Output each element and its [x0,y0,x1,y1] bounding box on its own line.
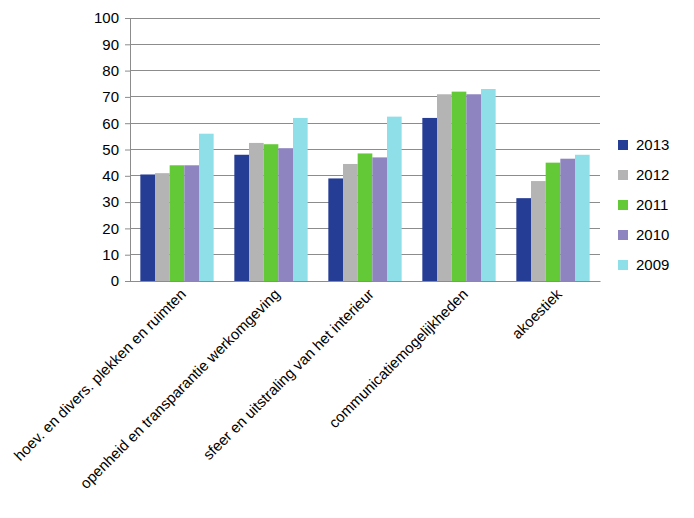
bar [170,165,185,281]
legend-swatch [618,230,628,240]
grid-line [130,96,600,97]
legend-item: 2012 [618,166,669,183]
y-tick-label: 0 [111,272,119,289]
bar [575,155,590,281]
x-tick: sfeer en uitstraling van het interieur [199,285,377,463]
legend: 2013 2012 2011 2010 2009 [618,136,669,273]
legend-item: 2011 [618,196,668,213]
bar [293,118,308,281]
bar [387,117,402,281]
y-tick-mark [125,228,130,229]
y-tick: 90 [102,36,130,53]
x-tick-label: hoev. en divers. plekken en ruimten [10,285,189,464]
y-tick-label: 70 [102,88,119,105]
x-tick: communicatiemogelijkheden [325,285,471,431]
x-tick: openheid en transparantie werkomgeving [76,285,283,492]
legend-swatch [618,140,628,150]
y-tick-label: 50 [102,141,119,158]
y-tick-label: 30 [102,193,119,210]
y-tick-mark [125,18,130,19]
y-tick: 70 [102,88,130,105]
bar [437,94,452,281]
y-tick-label: 100 [94,9,119,26]
x-tick-label: sfeer en uitstraling van het interieur [199,285,377,463]
y-tick: 100 [94,9,130,26]
bar [328,178,343,281]
bar [546,163,561,281]
y-tick-label: 20 [102,220,119,237]
y-tick-label: 40 [102,167,119,184]
bar [481,89,496,281]
bar [199,134,214,281]
y-tick: 30 [102,193,130,210]
legend-label: 2013 [636,136,669,153]
y-tick-label: 60 [102,115,119,132]
bar [343,164,358,281]
plot: 0 10 20 30 40 50 60 70 80 90 100 hoev. en divers. p… [10,9,600,492]
bar [234,155,249,281]
chart: 0 10 20 30 40 50 60 70 80 90 100 hoev. en divers. p… [0,0,694,518]
bar [466,94,481,281]
x-tick-label: openheid en transparantie werkomgeving [76,285,283,492]
bar [184,165,199,281]
y-tick: 50 [102,141,130,158]
y-tick-mark [125,176,130,177]
y-tick: 10 [102,246,130,263]
legend-label: 2012 [636,166,669,183]
bars [140,89,589,281]
legend-swatch [618,170,628,180]
y-tick-mark [125,202,130,203]
x-axis: hoev. en divers. plekken en ruimtenopenh… [10,282,600,492]
y-tick-mark [125,255,130,256]
grid-line [130,44,600,45]
bar [249,143,264,281]
bar [155,173,170,281]
bar [531,181,546,281]
y-tick: 60 [102,115,130,132]
y-axis-line [125,19,131,282]
x-tick: hoev. en divers. plekken en ruimten [10,285,189,464]
x-tick-label: akoestiek [508,285,565,342]
legend-swatch [618,260,628,270]
legend-item: 2010 [618,226,669,243]
legend-label: 2010 [636,226,669,243]
y-tick-mark [125,97,130,98]
legend-label: 2011 [636,196,668,213]
bar [422,118,437,281]
y-tick-mark [125,150,130,151]
y-tick-label: 90 [102,36,119,53]
grid-line [130,70,600,71]
legend-label: 2009 [636,256,669,273]
legend-item: 2013 [618,136,669,153]
y-tick: 40 [102,167,130,184]
bar [140,174,155,281]
grid-line [130,18,600,19]
grid [130,18,600,281]
x-tick-label: communicatiemogelijkheden [325,285,471,431]
x-axis-line [131,281,601,282]
y-tick-mark [125,44,130,45]
bar [516,198,531,281]
bar [358,153,373,281]
grid-line [130,123,600,124]
y-tick: 20 [102,220,130,237]
legend-swatch [618,200,628,210]
legend-item: 2009 [618,256,669,273]
bar [560,159,575,281]
y-tick: 0 [111,272,130,289]
y-tick-label: 80 [102,62,119,79]
y-axis: 0 10 20 30 40 50 60 70 80 90 100 [94,9,131,289]
y-tick-mark [125,281,130,282]
y-tick-label: 10 [102,246,119,263]
bar [372,157,387,281]
y-tick: 80 [102,62,130,79]
y-tick-mark [125,123,130,124]
x-tick: akoestiek [508,285,565,342]
bar [264,144,279,281]
y-tick-mark [125,71,130,72]
bar [278,148,293,281]
bar [452,92,467,281]
